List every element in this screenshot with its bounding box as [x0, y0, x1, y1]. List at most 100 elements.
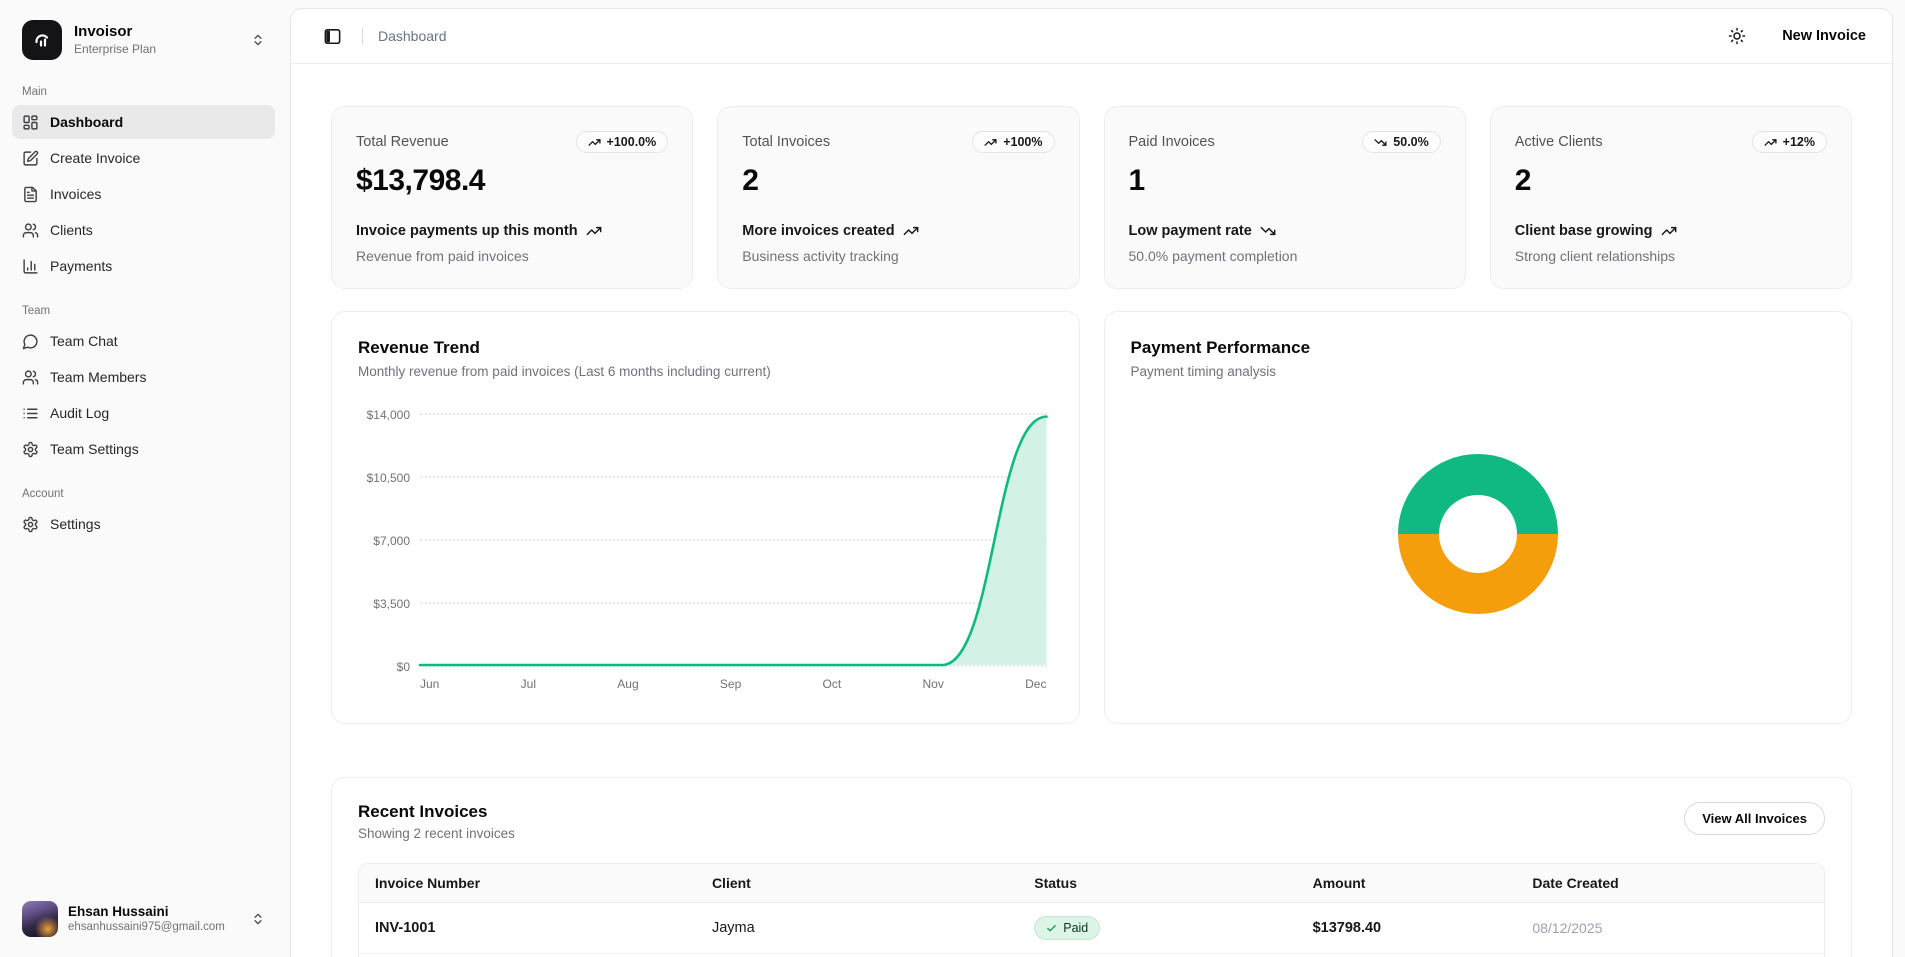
stat-value: 2 [1514, 164, 1532, 197]
dashboard-icon [22, 114, 39, 131]
stat-label: Total Invoices [742, 134, 831, 150]
sidebar-item-settings[interactable]: Settings [12, 507, 275, 541]
revenue-trend-card: Revenue Trend Monthly revenue from paid … [331, 311, 1080, 724]
sidebar-item-label: Team Chat [50, 333, 118, 349]
column-header-date-created: Date Created [1516, 864, 1824, 903]
status-badge-paid: Paid [1034, 916, 1101, 940]
recent-invoices-subtitle: Showing 2 recent invoices [358, 826, 515, 841]
trend-badge: +12% [1751, 131, 1827, 153]
trending-up-icon [903, 223, 919, 239]
stat-highlight: Low payment rate [1128, 223, 1252, 239]
stat-label: Paid Invoices [1128, 134, 1215, 150]
view-all-invoices-button[interactable]: View All Invoices [1684, 802, 1825, 835]
sidebar-item-team-members[interactable]: Team Members [12, 360, 275, 394]
gear-icon [22, 441, 39, 458]
check-icon [1046, 923, 1057, 934]
stats-row: Total Revenue +100.0% $13,798.4 Invoice … [331, 106, 1852, 289]
chart-subtitle: Payment timing analysis [1130, 364, 1277, 379]
user-name: Ehsan Hussaini [68, 903, 169, 919]
y-axis-tick: $14,000 [366, 408, 410, 422]
panel-left-icon [323, 27, 342, 46]
user-menu[interactable]: Ehsan Hussaini ehsanhussaini975@gmail.co… [12, 893, 275, 945]
invoice-amount: $1878.80 [1296, 953, 1517, 957]
stat-caption: Business activity tracking [742, 248, 899, 264]
invoice-number: INV-1001 [359, 902, 696, 954]
new-invoice-button[interactable]: New Invoice [1782, 28, 1866, 44]
table-row[interactable]: INV-6 Company Name Pending $1878.80 07/1… [359, 953, 1824, 957]
x-axis-tick: Dec [1025, 677, 1047, 691]
sidebar-item-create-invoice[interactable]: Create Invoice [12, 141, 275, 175]
column-header-amount: Amount [1296, 864, 1517, 903]
sidebar-item-label: Team Members [50, 369, 147, 385]
trending-up-icon [1764, 136, 1777, 149]
list-icon [22, 405, 39, 422]
trending-up-icon [586, 223, 602, 239]
sidebar-item-payments[interactable]: Payments [12, 249, 275, 283]
stat-value: 2 [742, 164, 759, 197]
invoice-date: 07/12/2025 [1516, 953, 1824, 957]
sidebar-item-invoices[interactable]: Invoices [12, 177, 275, 211]
payment-performance-card: Payment Performance Payment timing analy… [1103, 311, 1852, 724]
topbar: Dashboard New Invoice [291, 9, 1892, 64]
stat-value: 1 [1128, 164, 1146, 197]
stat-highlight: Client base growing [1514, 223, 1653, 239]
y-axis-tick: $7,000 [373, 534, 410, 548]
invoice-number: INV-6 [359, 953, 696, 957]
column-header-status: Status [1018, 864, 1297, 903]
trend-badge-value: 50.0% [1393, 135, 1429, 149]
sidebar-toggle-button[interactable] [317, 21, 347, 51]
workspace-switcher[interactable]: Invoisor Enterprise Plan [12, 14, 275, 66]
invoice-amount: $13798.40 [1296, 902, 1517, 954]
x-axis-tick: Jun [420, 677, 440, 691]
charts-row: Revenue Trend Monthly revenue from paid … [331, 311, 1852, 724]
payment-donut-chart [1397, 454, 1558, 614]
sidebar-item-label: Settings [50, 516, 101, 532]
trend-badge-value: +12% [1782, 135, 1815, 149]
recent-invoices-title: Recent Invoices [358, 802, 488, 821]
sidebar-item-team-chat[interactable]: Team Chat [12, 324, 275, 358]
sidebar-item-team-settings[interactable]: Team Settings [12, 432, 275, 466]
sidebar-item-dashboard[interactable]: Dashboard [12, 105, 275, 139]
sidebar-item-label: Create Invoice [50, 150, 141, 166]
app-plan: Enterprise Plan [74, 42, 157, 57]
trending-down-icon [1260, 223, 1276, 239]
stat-highlight: Invoice payments up this month [356, 223, 578, 239]
stat-card-paid-invoices: Paid Invoices 50.0% 1 Low payment rate 5… [1103, 106, 1466, 289]
donut-hole [1438, 495, 1517, 573]
user-email: ehsanhussaini975@gmail.com [68, 921, 225, 934]
chevrons-up-down-icon [251, 33, 265, 47]
app-logo [22, 20, 62, 60]
sidebar-item-audit-log[interactable]: Audit Log [12, 396, 275, 430]
sun-icon [1728, 27, 1746, 45]
y-axis-tick: $3,500 [373, 597, 410, 611]
invoices-table: Invoice Number Client Status Amount Date… [358, 863, 1825, 957]
file-pen-icon [22, 150, 39, 167]
stat-highlight: More invoices created [742, 223, 895, 239]
trending-up-icon [984, 136, 997, 149]
stat-card-total-invoices: Total Invoices +100% 2 More invoices cre… [717, 106, 1080, 289]
column-header-client: Client [695, 864, 1019, 903]
theme-toggle-button[interactable] [1722, 21, 1752, 51]
trend-badge: +100.0% [575, 131, 669, 153]
stat-caption: 50.0% payment completion [1128, 248, 1298, 264]
stat-card-active-clients: Active Clients +12% 2 Client base growin… [1489, 106, 1852, 289]
trending-down-icon [1374, 136, 1387, 149]
x-axis-tick: Oct [822, 677, 842, 691]
stat-caption: Strong client relationships [1514, 248, 1676, 264]
stat-value: $13,798.4 [356, 164, 485, 197]
sidebar-item-label: Audit Log [50, 405, 110, 421]
nav-section-main: Main [22, 86, 47, 98]
message-circle-icon [22, 333, 39, 350]
nav-section-team: Team [22, 305, 51, 317]
users-icon [22, 369, 39, 386]
trend-badge-value: +100.0% [606, 135, 657, 149]
chart-title: Payment Performance [1130, 338, 1311, 357]
x-axis-tick: Jul [520, 677, 536, 691]
chart-column-icon [22, 258, 39, 275]
table-row[interactable]: INV-1001 Jayma Paid $13798.40 08/12/2025 [359, 902, 1824, 954]
stat-label: Total Revenue [356, 134, 449, 150]
chart-subtitle: Monthly revenue from paid invoices (Last… [358, 364, 771, 379]
sidebar-item-clients[interactable]: Clients [12, 213, 275, 247]
y-axis-tick: $0 [396, 660, 410, 674]
sidebar-item-label: Dashboard [50, 114, 124, 130]
